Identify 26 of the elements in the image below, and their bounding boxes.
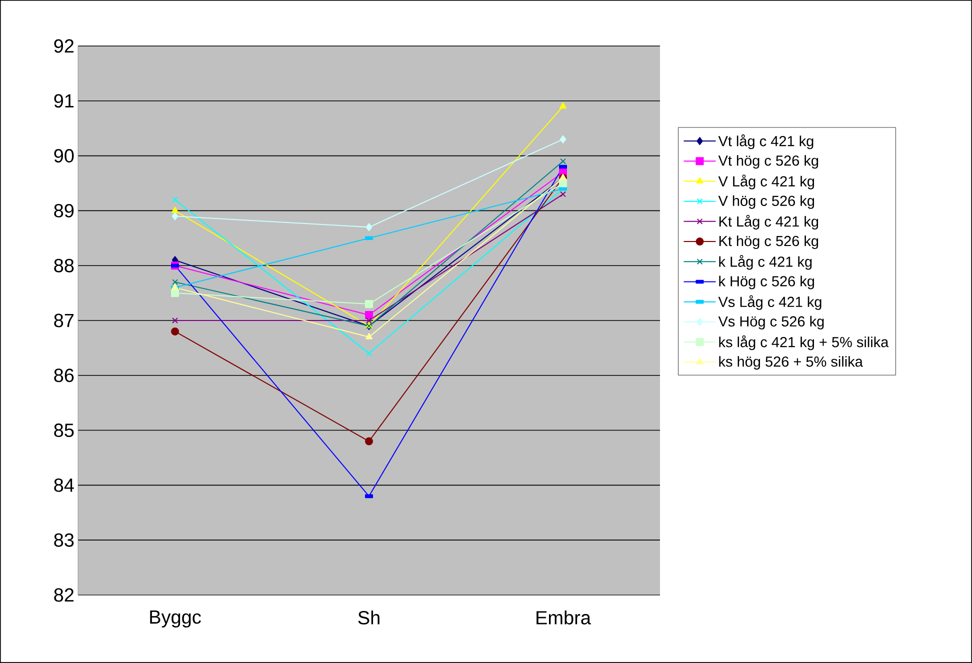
legend-label: Vt låg c 421 kg [718,134,814,150]
y-tick-label: 87 [54,314,74,328]
y-tick-label: 91 [54,94,74,108]
legend-label: V Låg c 421 kg [718,174,814,190]
y-tick-label: 84 [54,478,74,492]
y-tick-label: 89 [54,204,74,218]
x-tick-label: Embra [536,610,591,624]
x-tick-label: Byggc [150,610,201,628]
legend-label: Vs Hög c 526 kg [718,316,824,330]
legend-label: Vt hög c 526 kg [718,155,818,169]
y-tick-label: 86 [54,368,74,382]
legend-label: Kt Låg c 421 kg [719,214,818,230]
legend-label: V hög c 526 kg [718,195,814,209]
legend-label: k Låg c 421 kg [719,255,812,270]
y-tick-label: 88 [54,258,74,272]
legend-label: Kt hög c 526 kg [719,236,818,250]
x-tick-label: Sh [358,610,380,624]
legend-label: ks hög 526 + 5% silika [719,356,863,370]
legend-label: Vs Låg c 421 kg [718,295,822,310]
y-tick-label: 90 [54,149,74,163]
legend-label: k Hög c 526 kg [719,276,814,290]
y-tick-label: 92 [54,39,74,53]
y-tick-label: 82 [54,588,74,602]
y-tick-label: 85 [54,424,74,438]
y-tick-label: 83 [54,533,74,547]
legend-label: ks låg c 421 kg + 5% silika [719,335,889,350]
